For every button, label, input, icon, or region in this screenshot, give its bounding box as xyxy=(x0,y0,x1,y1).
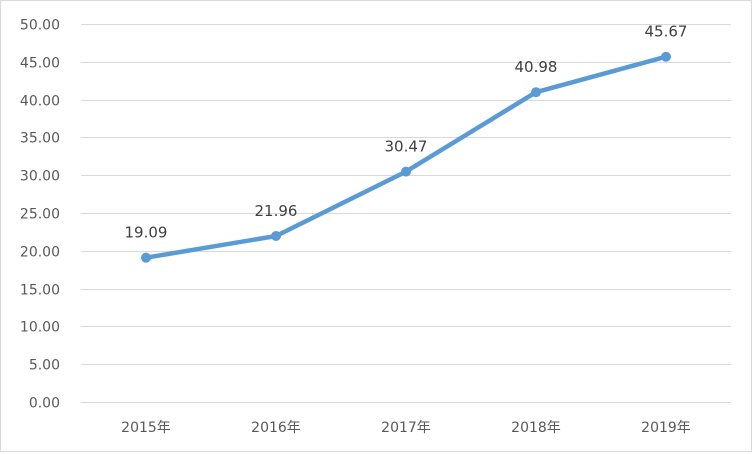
y-tick-label: 50.00 xyxy=(20,18,60,34)
y-tick-label: 15.00 xyxy=(20,283,60,299)
data-label: 45.67 xyxy=(645,23,688,41)
y-tick-label: 30.00 xyxy=(20,169,60,185)
y-tick-label: 5.00 xyxy=(29,358,60,374)
x-axis-ticks: 2015年 2016年 2017年 2018年 2019年 xyxy=(121,420,691,436)
data-point xyxy=(401,166,411,177)
gridlines xyxy=(81,24,731,403)
data-point xyxy=(141,252,151,263)
x-tick-label: 2015年 xyxy=(121,420,171,436)
x-tick-label: 2016年 xyxy=(251,420,301,436)
data-label: 19.09 xyxy=(125,224,168,242)
data-label: 30.47 xyxy=(385,138,428,156)
data-label: 21.96 xyxy=(255,202,298,220)
series-layer xyxy=(141,51,671,263)
data-point xyxy=(531,87,541,98)
y-tick-label: 20.00 xyxy=(20,245,60,261)
x-tick-label: 2019年 xyxy=(641,420,691,436)
data-label: 40.98 xyxy=(515,58,558,76)
y-tick-label: 35.00 xyxy=(20,131,60,147)
y-tick-label: 45.00 xyxy=(20,56,60,72)
y-tick-label: 40.00 xyxy=(20,94,60,110)
y-tick-label: 0.00 xyxy=(29,396,60,412)
series-line xyxy=(143,54,669,260)
y-axis-ticks: 0.00 5.00 10.00 15.00 20.00 25.00 30.00 35.00 40… xyxy=(20,18,60,412)
data-point xyxy=(271,230,281,241)
x-tick-label: 2018年 xyxy=(511,420,561,436)
data-labels: 19.09 21.96 30.47 40.98 45.67 xyxy=(125,23,688,242)
y-tick-label: 10.00 xyxy=(20,320,60,336)
data-point xyxy=(661,51,671,62)
x-tick-label: 2017年 xyxy=(381,420,431,436)
y-tick-label: 25.00 xyxy=(20,207,60,223)
